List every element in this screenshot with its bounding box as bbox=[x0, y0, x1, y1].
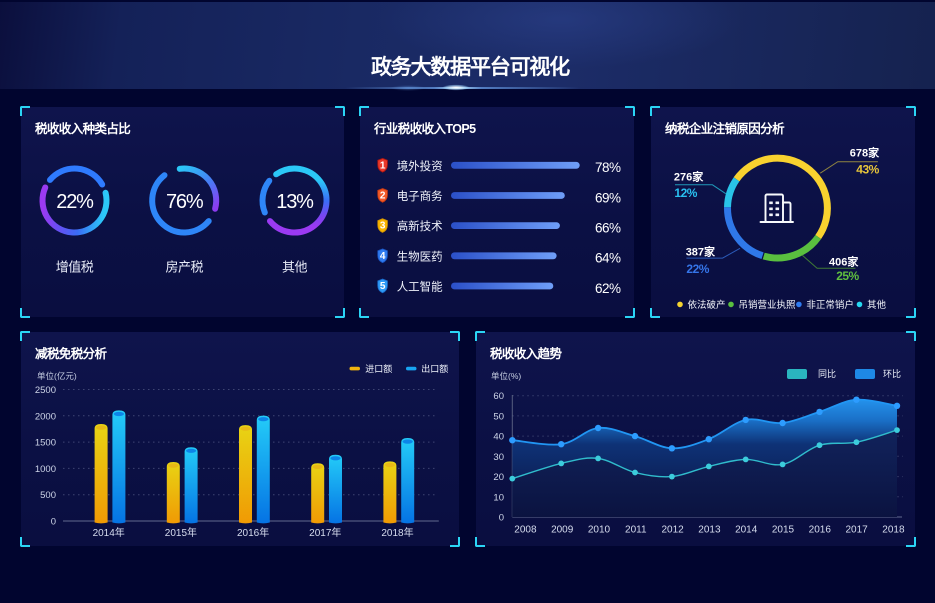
svg-text:5: 5 bbox=[380, 281, 386, 292]
svg-text:2008: 2008 bbox=[514, 525, 537, 536]
svg-text:2014年: 2014年 bbox=[93, 526, 125, 539]
svg-text:12%: 12% bbox=[674, 186, 697, 200]
svg-text:25%: 25% bbox=[836, 269, 859, 283]
svg-text:66%: 66% bbox=[595, 220, 621, 235]
svg-text:其他: 其他 bbox=[282, 260, 308, 275]
svg-text:依法破产: 依法破产 bbox=[688, 299, 726, 311]
svg-text:40: 40 bbox=[493, 432, 504, 443]
svg-text:406家: 406家 bbox=[829, 255, 859, 269]
svg-text:2015年: 2015年 bbox=[165, 526, 197, 539]
svg-text:3: 3 bbox=[380, 221, 386, 232]
svg-text:环比: 环比 bbox=[883, 368, 901, 379]
svg-text:2016年: 2016年 bbox=[237, 526, 269, 539]
svg-text:62%: 62% bbox=[595, 281, 621, 296]
svg-text:人工智能: 人工智能 bbox=[397, 280, 443, 294]
svg-text:10: 10 bbox=[493, 492, 504, 503]
svg-text:其他: 其他 bbox=[867, 299, 887, 311]
svg-text:增值税: 增值税 bbox=[56, 260, 94, 275]
svg-text:房产税: 房产税 bbox=[165, 260, 203, 275]
svg-text:13%: 13% bbox=[276, 191, 314, 213]
svg-text:吊销营业执照: 吊销营业执照 bbox=[739, 299, 797, 311]
svg-text:20: 20 bbox=[493, 472, 504, 483]
svg-text:2014: 2014 bbox=[735, 525, 758, 536]
svg-text:单位(亿元): 单位(亿元) bbox=[37, 371, 77, 381]
svg-text:0: 0 bbox=[499, 513, 504, 524]
svg-text:0: 0 bbox=[51, 517, 56, 528]
svg-text:76%: 76% bbox=[166, 191, 204, 213]
svg-text:2018年: 2018年 bbox=[381, 526, 413, 539]
svg-text:387家: 387家 bbox=[686, 245, 716, 259]
svg-text:境外投资: 境外投资 bbox=[397, 159, 443, 173]
svg-text:69%: 69% bbox=[595, 190, 621, 205]
svg-text:2009: 2009 bbox=[551, 525, 574, 536]
svg-text:2011: 2011 bbox=[625, 525, 647, 536]
svg-text:500: 500 bbox=[40, 490, 56, 501]
svg-text:2013: 2013 bbox=[698, 525, 721, 536]
svg-text:2500: 2500 bbox=[35, 385, 56, 396]
svg-text:高新技术: 高新技术 bbox=[397, 219, 443, 233]
svg-text:30: 30 bbox=[493, 452, 504, 463]
svg-text:4: 4 bbox=[380, 251, 386, 262]
svg-text:50: 50 bbox=[493, 411, 504, 422]
svg-text:43%: 43% bbox=[856, 163, 879, 177]
svg-text:2018: 2018 bbox=[882, 525, 905, 536]
svg-text:2017年: 2017年 bbox=[309, 526, 341, 539]
svg-text:2017: 2017 bbox=[845, 525, 868, 536]
svg-text:60: 60 bbox=[493, 391, 504, 402]
svg-text:同比: 同比 bbox=[818, 368, 836, 379]
svg-text:1000: 1000 bbox=[35, 464, 56, 475]
svg-text:78%: 78% bbox=[595, 160, 621, 175]
svg-text:电子商务: 电子商务 bbox=[397, 189, 443, 203]
svg-text:22%: 22% bbox=[686, 262, 709, 276]
svg-text:2010: 2010 bbox=[588, 525, 611, 536]
svg-text:1500: 1500 bbox=[35, 438, 56, 449]
svg-text:进口额: 进口额 bbox=[365, 363, 392, 374]
svg-text:2016: 2016 bbox=[809, 525, 832, 536]
svg-text:2015: 2015 bbox=[772, 525, 795, 536]
svg-text:出口额: 出口额 bbox=[421, 363, 448, 374]
svg-text:2012: 2012 bbox=[661, 525, 684, 536]
svg-text:2: 2 bbox=[380, 191, 386, 202]
svg-text:1: 1 bbox=[380, 160, 386, 171]
svg-text:64%: 64% bbox=[595, 251, 621, 266]
svg-text:276家: 276家 bbox=[674, 170, 704, 184]
svg-text:非正常销户: 非正常销户 bbox=[806, 299, 854, 311]
svg-text:678家: 678家 bbox=[850, 145, 880, 159]
svg-text:2000: 2000 bbox=[35, 411, 56, 422]
svg-text:22%: 22% bbox=[56, 191, 94, 213]
svg-text:单位(%): 单位(%) bbox=[491, 371, 521, 381]
svg-text:生物医药: 生物医药 bbox=[397, 249, 443, 263]
